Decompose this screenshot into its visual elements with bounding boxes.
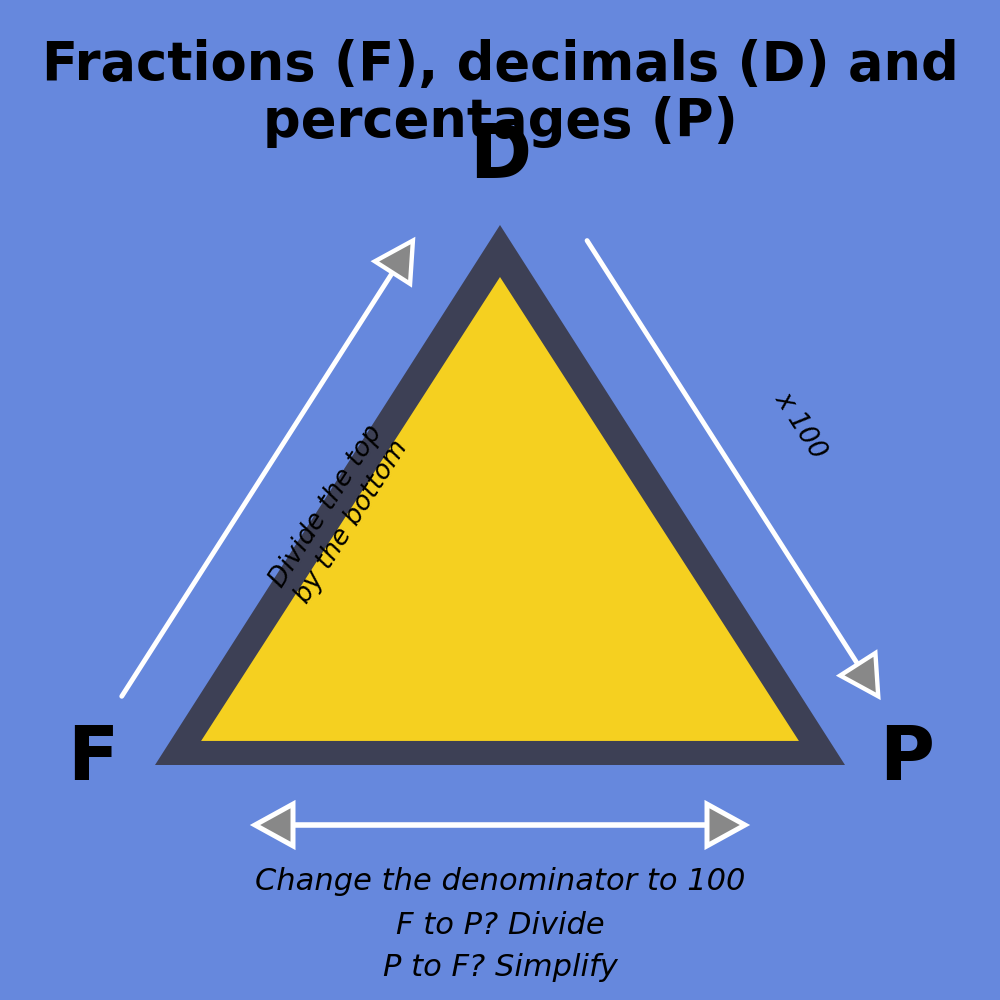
Polygon shape	[840, 653, 878, 696]
Text: Divide the top
by the bottom: Divide the top by the bottom	[265, 420, 413, 608]
Polygon shape	[201, 277, 799, 741]
Text: F to P? Divide: F to P? Divide	[396, 910, 604, 940]
Polygon shape	[255, 804, 293, 846]
Text: F: F	[67, 724, 119, 796]
Polygon shape	[155, 225, 845, 765]
Text: P to F? Simplify: P to F? Simplify	[383, 952, 617, 982]
Text: D: D	[469, 120, 531, 194]
Polygon shape	[375, 241, 413, 284]
Text: x 100: x 100	[769, 387, 831, 464]
Text: percentages (P): percentages (P)	[263, 96, 737, 148]
Text: P: P	[880, 724, 934, 796]
Text: Change the denominator to 100: Change the denominator to 100	[255, 867, 745, 896]
Polygon shape	[707, 804, 745, 846]
Text: Fractions (F), decimals (D) and: Fractions (F), decimals (D) and	[42, 39, 958, 91]
